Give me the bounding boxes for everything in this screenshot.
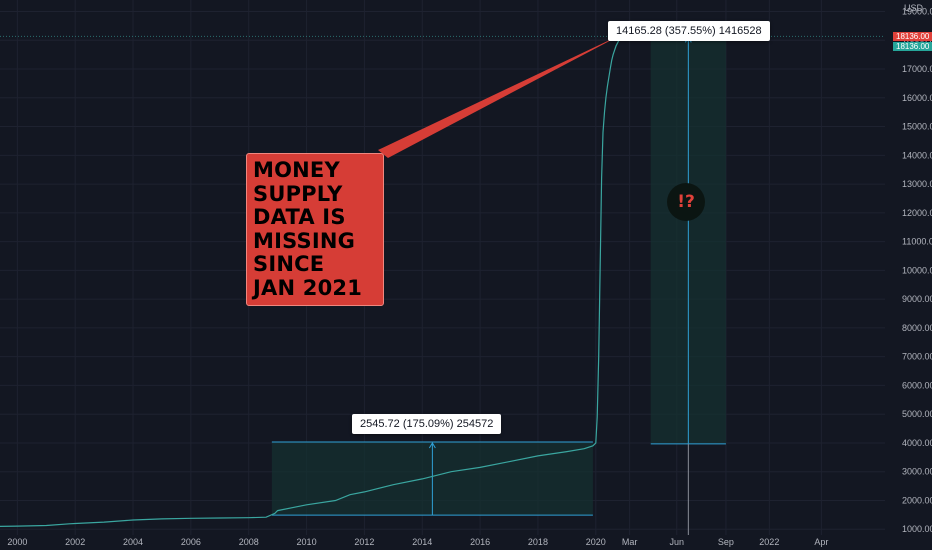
y-tick-label: 3000.00 xyxy=(902,467,932,477)
x-tick-label: 2014 xyxy=(412,537,432,547)
callout-pointer xyxy=(378,32,626,158)
x-axis[interactable]: 2000 2002 2004 2006 2008 2010 2012 2014 2016 2018… xyxy=(7,537,828,547)
callout-line: SUPPLY xyxy=(253,181,343,206)
callout-line: SINCE xyxy=(253,252,325,276)
x-tick-label: 2006 xyxy=(181,537,201,547)
y-tick-label: 2000.00 xyxy=(902,495,932,505)
x-tick-label: Sep xyxy=(718,537,734,547)
x-tick-label: 2010 xyxy=(297,537,317,547)
y-tick-label: 15000.00 xyxy=(902,122,932,132)
callout-line: DATA IS xyxy=(253,205,346,229)
x-tick-label: 2016 xyxy=(470,537,490,547)
x-tick-label: 2020 xyxy=(586,537,606,547)
interrobang-icon: !? xyxy=(667,183,705,221)
y-tick-label: 4000.00 xyxy=(902,438,932,448)
price-tag xyxy=(893,42,932,51)
y-tick-label: 5000.00 xyxy=(902,409,932,419)
x-tick-label: 2000 xyxy=(7,537,27,547)
y-tick-label: 11000.00 xyxy=(902,237,932,247)
y-tick-label: 9000.00 xyxy=(902,294,932,304)
measure-boxes[interactable] xyxy=(271,35,726,535)
callout-note[interactable]: MONEY SUPPLY DATA IS MISSING SINCE JAN 2… xyxy=(246,153,384,306)
x-tick-label: 2002 xyxy=(65,537,85,547)
y-tick-label: 17000.00 xyxy=(902,64,932,74)
y-tick-label: 12000.00 xyxy=(902,208,932,218)
callout-line: MISSING xyxy=(253,228,356,253)
price-tag-label: 18136.00 xyxy=(896,42,930,51)
y-tick-label: 8000.00 xyxy=(902,323,932,333)
y-tick-label: 13000.00 xyxy=(902,179,932,189)
y-tick-label: 14000.00 xyxy=(902,150,932,160)
x-tick-label: 2004 xyxy=(123,537,143,547)
y-tick-label: 10000.00 xyxy=(902,265,932,275)
x-tick-label: Jun xyxy=(670,537,685,547)
x-tick-label: 2008 xyxy=(239,537,259,547)
x-tick-label: 2018 xyxy=(528,537,548,547)
y-tick-label: 16000.00 xyxy=(902,93,932,103)
x-tick-label: 2022 xyxy=(759,537,779,547)
y-axis[interactable]: 1000.00 2000.00 3000.00 4000.00 5000.00 6000.… xyxy=(893,7,932,535)
measure-label-top: 14165.28 (357.55%) 1416528 xyxy=(608,21,770,41)
x-tick-label: Mar xyxy=(622,537,638,547)
y-tick-label: 19000.00 xyxy=(902,7,932,17)
y-tick-label: 1000.00 xyxy=(902,524,932,534)
currency-label: USD xyxy=(904,3,924,13)
price-tag-label: 18136.00 xyxy=(896,32,930,41)
measure-label-bottom: 2545.72 (175.09%) 254572 xyxy=(352,414,502,434)
y-tick-label: 6000.00 xyxy=(902,380,932,390)
price-tag xyxy=(893,32,932,41)
annotation-layer xyxy=(378,32,626,158)
series-layer xyxy=(0,35,885,527)
x-tick-label: 2012 xyxy=(354,537,374,547)
callout-line: JAN 2021 xyxy=(253,275,362,300)
series-line xyxy=(0,35,623,527)
x-tick-label: Apr xyxy=(814,537,828,547)
callout-line: MONEY xyxy=(253,158,340,182)
y-tick-label: 7000.00 xyxy=(902,352,932,362)
measure-arrow-head xyxy=(428,441,436,449)
